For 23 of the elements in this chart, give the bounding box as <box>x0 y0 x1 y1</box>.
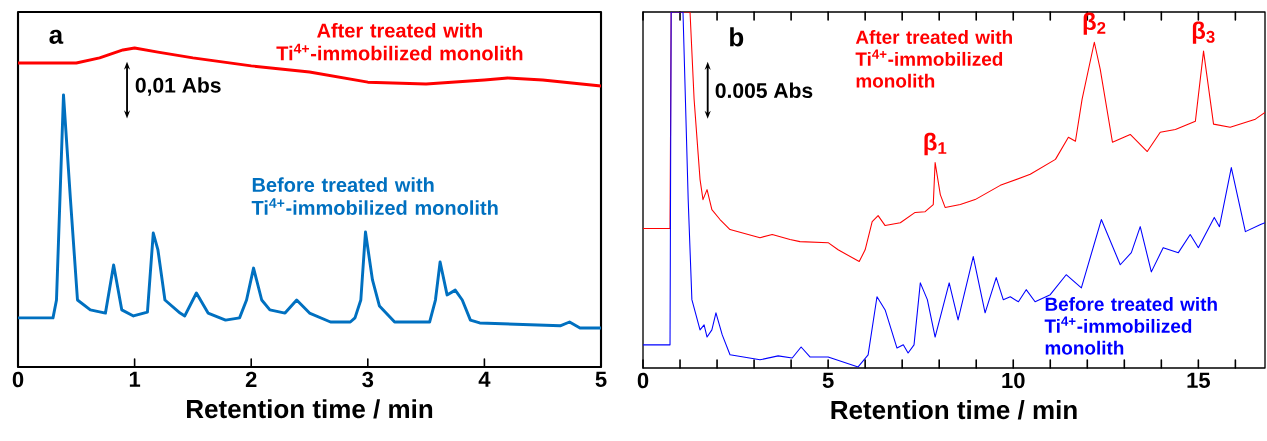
annotation: β$_{3}$ <box>1192 21 1215 44</box>
annotation: b <box>730 27 744 47</box>
text: After treated with Ti$^{4+}$-immobilized monolith <box>276 22 523 61</box>
x-tick-label: 15 <box>1187 372 1210 389</box>
x-axis-title: Retention time / min <box>187 399 433 419</box>
x-tick-label: 5 <box>822 372 834 389</box>
annotation: 0,01 Abs <box>135 77 221 96</box>
x-tick-label: 5 <box>595 371 607 388</box>
x-tick-label: 4 <box>478 371 491 387</box>
annotation: 0.005 Abs <box>715 82 813 99</box>
x-tick-label: 2 <box>245 371 257 388</box>
x-tick-label: 1 <box>129 371 141 387</box>
text: a <box>49 29 64 44</box>
annotation: β$_{2}$ <box>1083 12 1106 35</box>
annotation: β$_{1}$ <box>924 132 947 156</box>
x-tick-label: 0 <box>12 371 24 388</box>
x-axis-title: Retention time / min <box>831 400 1077 420</box>
x-tick-label: 10 <box>1002 372 1025 389</box>
x-tick-label: 3 <box>362 371 374 388</box>
text: After treated with Ti$^{4+}$-immobilized monolith <box>855 30 1012 88</box>
series-label: Before treated with Ti$^{4+}$-immobilized monolith <box>1044 297 1217 355</box>
series-label: Before treated with Ti$^{4+}$-immobilized monolith <box>251 177 498 215</box>
x-tick-label: 0 <box>637 372 649 389</box>
